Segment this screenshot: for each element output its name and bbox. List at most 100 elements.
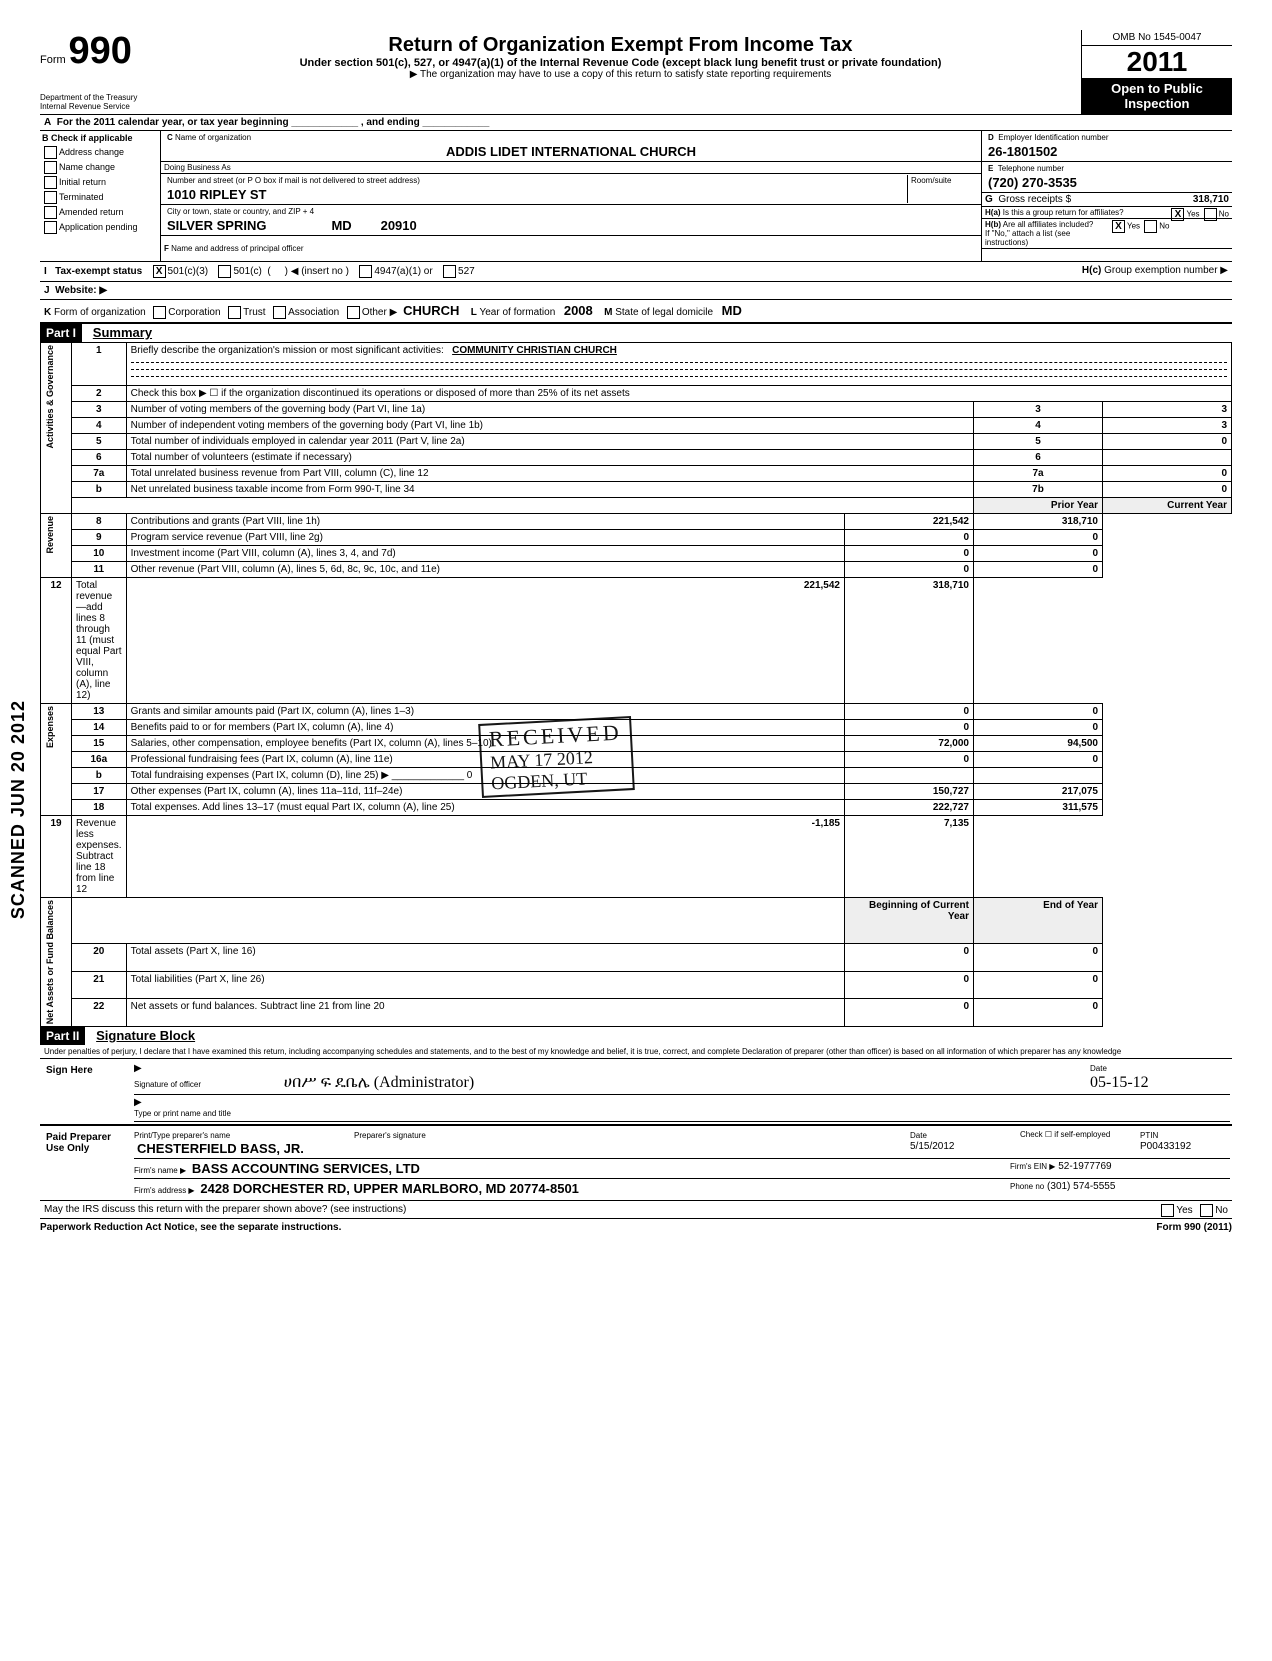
line2-no: 2 [72, 385, 127, 401]
501c3-label: 501(c)(3) [168, 266, 209, 277]
end-year-header: End of Year [974, 897, 1103, 944]
type-name-label: Type or print name and title [134, 1109, 231, 1118]
omb-box: OMB No 1545-0047 2011 Open to Public Ins… [1081, 30, 1232, 114]
gross-receipts-value: 318,710 [1193, 194, 1229, 205]
form-number-box: Form 990 Department of the Treasury Inte… [40, 30, 160, 114]
sig-officer-label: Signature of officer [134, 1080, 201, 1089]
discuss-text: May the IRS discuss this return with the… [44, 1204, 406, 1215]
line-j: J Website: ▶ [40, 282, 1232, 300]
entity-block: B Check if applicable Address change Nam… [40, 131, 1232, 262]
name-change-label: Name change [59, 162, 115, 172]
other-label: Other ▶ [362, 307, 397, 318]
initial-return-label: Initial return [59, 177, 106, 187]
year-formation-value: 2008 [561, 302, 596, 319]
sig-date-label: Date [1090, 1064, 1107, 1073]
form-header: Form 990 Department of the Treasury Inte… [40, 30, 1232, 115]
street-label: Number and street (or P O box if mail is… [164, 175, 907, 186]
city-label: City or town, state or country, and ZIP … [164, 206, 978, 217]
hb-yes-checkbox[interactable] [1112, 220, 1125, 233]
501c3-checkbox[interactable] [153, 265, 166, 278]
firm-addr-label: Firm's address ▶ [134, 1186, 195, 1195]
trust-checkbox[interactable] [228, 306, 241, 319]
sign-here-label: Sign Here [40, 1059, 132, 1124]
domicile-label: State of legal domicile [615, 307, 713, 318]
form-number: 990 [68, 30, 131, 72]
line-a: A For the 2011 calendar year, or tax yea… [40, 115, 1232, 131]
501c-label: 501(c) [233, 266, 261, 277]
527-label: 527 [458, 266, 475, 277]
form-word: Form [40, 54, 66, 66]
begin-year-header: Beginning of Current Year [845, 897, 974, 944]
line-k: K Form of organization Corporation Trust… [40, 300, 1232, 324]
prep-date-label: Date [910, 1131, 927, 1140]
year-formation-label: Year of formation [479, 307, 555, 318]
ptin-value: P00433192 [1140, 1141, 1191, 1152]
amended-return-checkbox[interactable] [44, 206, 57, 219]
side-balances: Net Assets or Fund Balances [45, 900, 55, 1024]
terminated-checkbox[interactable] [44, 191, 57, 204]
paid-preparer-label: Paid Preparer Use Only [40, 1126, 132, 1200]
dept-label: Department of the Treasury Internal Reve… [40, 93, 160, 111]
name-change-checkbox[interactable] [44, 161, 57, 174]
ha-yes-checkbox[interactable] [1171, 208, 1184, 221]
summary-table: Activities & Governance 1 Briefly descri… [40, 342, 1232, 1027]
other-value: CHURCH [400, 302, 462, 319]
scanned-stamp: SCANNED JUN 20 2012 [8, 700, 29, 919]
hb-no-checkbox[interactable] [1144, 220, 1157, 233]
line1-no: 1 [72, 342, 127, 385]
column-d: D Employer Identification number 26-1801… [982, 131, 1232, 261]
application-pending-label: Application pending [59, 222, 138, 232]
website-label: Website: ▶ [55, 285, 107, 296]
prep-name-label: Print/Type preparer's name [134, 1131, 230, 1140]
open-to-public: Open to Public Inspection [1082, 78, 1232, 114]
self-employed-label: Check ☐ if self-employed [1020, 1130, 1120, 1156]
part2-badge: Part II [40, 1027, 85, 1045]
title-box: Return of Organization Exempt From Incom… [170, 30, 1071, 114]
other-checkbox[interactable] [347, 306, 360, 319]
firm-name-value: BASS ACCOUNTING SERVICES, LTD [189, 1160, 423, 1177]
ein-value: 26-1801502 [985, 143, 1229, 160]
527-checkbox[interactable] [443, 265, 456, 278]
corporation-checkbox[interactable] [153, 306, 166, 319]
line-a-text: For the 2011 calendar year, or tax year … [57, 117, 489, 128]
firm-addr-value: 2428 DORCHESTER RD, UPPER MARLBORO, MD 2… [197, 1180, 582, 1197]
hb-note: If "No," attach a list (see instructions… [985, 229, 1229, 247]
sign-here-block: Sign Here ▶Signature of officer ሀበሥ ፍ ዴቤ… [40, 1058, 1232, 1125]
part1-header-row: Part I Summary [40, 324, 1232, 342]
discuss-yes-checkbox[interactable] [1161, 1204, 1174, 1217]
association-checkbox[interactable] [273, 306, 286, 319]
4947-label: 4947(a)(1) or [374, 266, 432, 277]
insert-no-label: ◀ (insert no ) [291, 266, 349, 277]
current-year-header: Current Year [1103, 497, 1232, 513]
4947-checkbox[interactable] [359, 265, 372, 278]
discuss-no-checkbox[interactable] [1200, 1204, 1213, 1217]
zip-value: 20910 [381, 218, 417, 233]
org-name-label: Name of organization [175, 133, 251, 142]
initial-return-checkbox[interactable] [44, 176, 57, 189]
ha-no-checkbox[interactable] [1204, 208, 1217, 221]
side-activities: Activities & Governance [45, 345, 55, 449]
line1-val: COMMUNITY CHRISTIAN CHURCH [452, 345, 617, 356]
phone-value: (720) 270-3535 [985, 174, 1229, 191]
application-pending-checkbox[interactable] [44, 221, 57, 234]
part1-title: Summary [93, 325, 152, 340]
form-note: ▶ The organization may have to use a cop… [174, 69, 1067, 80]
501c-checkbox[interactable] [218, 265, 231, 278]
footer-left: Paperwork Reduction Act Notice, see the … [40, 1222, 341, 1233]
line1-text: Briefly describe the organization's miss… [131, 345, 444, 356]
column-b: B Check if applicable Address change Nam… [40, 131, 161, 261]
ha-label: Is this a group return for affiliates? [1003, 208, 1124, 217]
side-expenses: Expenses [45, 706, 55, 748]
room-label: Room/suite [908, 175, 978, 186]
hb-label: Are all affiliates included? [1003, 220, 1094, 229]
address-change-checkbox[interactable] [44, 146, 57, 159]
firm-ein-value: 52-1977769 [1058, 1161, 1111, 1172]
ptin-label: PTIN [1140, 1131, 1158, 1140]
tax-year: 2011 [1082, 46, 1232, 78]
hc-label: Group exemption number ▶ [1104, 265, 1228, 276]
prep-date-value: 5/15/2012 [910, 1141, 955, 1152]
address-change-label: Address change [59, 147, 124, 157]
form-subtitle: Under section 501(c), 527, or 4947(a)(1)… [174, 57, 1067, 69]
discuss-row: May the IRS discuss this return with the… [40, 1201, 1232, 1219]
phone-label: Telephone number [998, 164, 1064, 173]
